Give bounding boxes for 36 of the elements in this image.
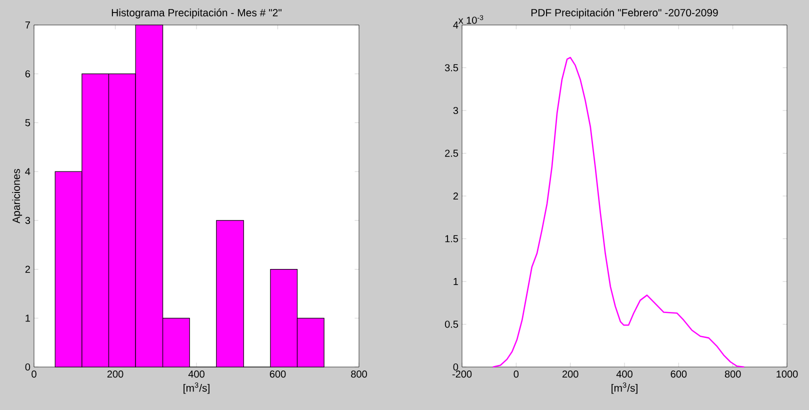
y-tick-label: 4 xyxy=(25,168,30,176)
y-tick-label: 0.5 xyxy=(444,320,458,328)
y-tick-label: 0 xyxy=(25,363,30,371)
chart-title: PDF Precipitación "Febrero" -2070-2099 xyxy=(531,8,718,18)
x-tick-label: 400 xyxy=(616,370,632,378)
y-tick-label: 2 xyxy=(453,192,458,200)
y-tick-label: 2 xyxy=(25,266,30,273)
y-axis-title: Apariciones xyxy=(12,168,22,224)
x-tick-label: 800 xyxy=(351,370,367,378)
y-tick-label: 0 xyxy=(453,363,458,371)
y-tick-label: 7 xyxy=(25,22,30,28)
y-tick-label: 1.5 xyxy=(445,235,458,242)
line-series xyxy=(492,56,745,368)
x-axis-title: [m$^{3}$/s] xyxy=(612,382,638,394)
x-tick-label: 600 xyxy=(670,370,687,378)
x-tick-label: -200 xyxy=(452,370,472,378)
x-tick-label: 600 xyxy=(270,370,286,378)
x-tick-label: 1000 xyxy=(776,370,798,378)
x-tick-label: 200 xyxy=(107,370,124,378)
text: x 10$^{-3}$ xyxy=(458,15,484,24)
y-tick-label: 4 xyxy=(453,22,458,28)
x-tick-label: 0 xyxy=(514,370,519,378)
y-tick-label: 2.5 xyxy=(445,150,458,157)
y-tick-label: 1 xyxy=(26,314,30,322)
y-tick-label: 3 xyxy=(25,216,30,224)
x-tick-label: 200 xyxy=(562,370,578,378)
chart-title: Histograma Precipitación - Mes # "2" xyxy=(112,8,282,18)
y-tick-label: 5 xyxy=(25,119,30,126)
x-tick-label: 0 xyxy=(32,370,36,378)
x-axis-title: [m$^{3}$/s] xyxy=(184,382,210,394)
y-tick-label: 1 xyxy=(454,278,458,285)
y-tick-label: 3 xyxy=(453,106,458,114)
x-tick-label: 800 xyxy=(724,370,741,378)
x-tick-label: 400 xyxy=(188,370,204,378)
y-tick-label: 6 xyxy=(25,70,30,78)
y-tick-label: 3.5 xyxy=(444,64,458,72)
